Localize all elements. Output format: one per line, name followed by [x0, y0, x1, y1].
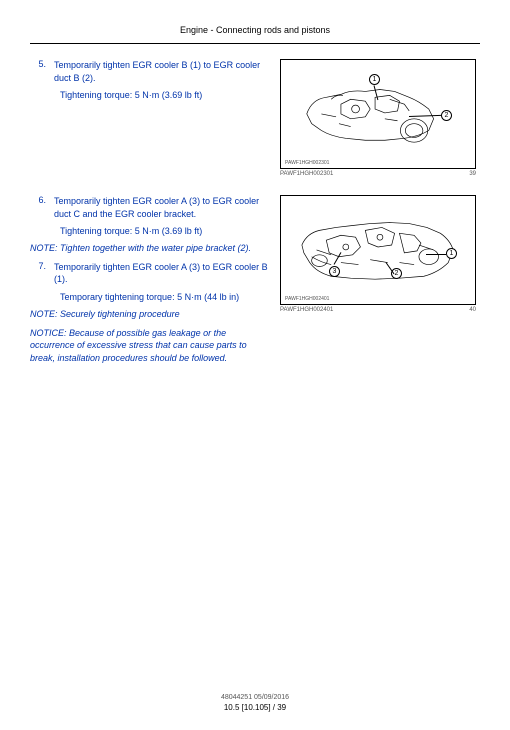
step-text: Temporarily tighten EGR cooler A (3) to …: [54, 195, 270, 220]
section-left: 5. Temporarily tighten EGR cooler B (1) …: [30, 59, 280, 177]
step-num: 5.: [30, 59, 46, 84]
note-text: Securely tightening procedure: [58, 309, 180, 319]
figure-ref-right: 39: [469, 171, 476, 177]
callout-3: 3: [329, 266, 340, 277]
engine-sketch-1: 1 2: [291, 70, 465, 150]
footer-page: 10.5 [10.105] / 39: [0, 703, 510, 712]
step-7: 7. Temporarily tighten EGR cooler A (3) …: [30, 261, 270, 286]
figure-ref: PAWF1HGH002401 40: [280, 307, 480, 313]
torque-value: Tightening torque: 5 N·m (3.69 lb ft): [60, 90, 270, 100]
note-1: NOTE: Tighten together with the water pi…: [30, 242, 270, 255]
notice: NOTICE: Because of possible gas leakage …: [30, 327, 270, 365]
note-2: NOTE: Securely tightening procedure: [30, 308, 270, 321]
figure-ref: PAWF1HGH002301 39: [280, 171, 480, 177]
step-5: 5. Temporarily tighten EGR cooler B (1) …: [30, 59, 270, 84]
figure-container-1: 1 2 PAWF1HGH002301 PAWF1HGH002301 39: [280, 59, 480, 177]
figure-caption: PAWF1HGH002301: [285, 160, 329, 166]
note-text: Tighten together with the water pipe bra…: [58, 243, 252, 253]
page-header: Engine - Connecting rods and pistons: [30, 25, 480, 35]
figure-ref-left: PAWF1HGH002401: [280, 307, 333, 313]
figure-container-2: 1 2 3 PAWF1HGH002401 PAWF1HGH002401 40: [280, 195, 480, 370]
section-step5: 5. Temporarily tighten EGR cooler B (1) …: [30, 59, 480, 177]
note-label: NOTE:: [30, 309, 58, 319]
step-6: 6. Temporarily tighten EGR cooler A (3) …: [30, 195, 270, 220]
step-text: Temporarily tighten EGR cooler A (3) to …: [54, 261, 270, 286]
notice-label: NOTICE:: [30, 328, 67, 338]
callout-line: [426, 254, 446, 255]
section-steps-6-7: 6. Temporarily tighten EGR cooler A (3) …: [30, 195, 480, 370]
figure-caption: PAWF1HGH002401: [285, 296, 329, 302]
figure-ref-right: 40: [469, 307, 476, 313]
figure-2: 1 2 3 PAWF1HGH002401: [280, 195, 476, 305]
footer-id: 48044251 05/09/2016: [0, 694, 510, 701]
step-text: Temporarily tighten EGR cooler B (1) to …: [54, 59, 270, 84]
note-label: NOTE:: [30, 243, 58, 253]
engine-sketch-2: 1 2 3: [291, 206, 465, 286]
torque-value: Temporary tightening torque: 5 N·m (44 l…: [60, 292, 270, 302]
callout-1: 1: [446, 248, 457, 259]
callout-2: 2: [441, 110, 452, 121]
torque-value: Tightening torque: 5 N·m (3.69 lb ft): [60, 226, 270, 236]
page-footer: 48044251 05/09/2016 10.5 [10.105] / 39: [0, 694, 510, 712]
callout-1: 1: [369, 74, 380, 85]
step-num: 7.: [30, 261, 46, 286]
figure-ref-left: PAWF1HGH002301: [280, 171, 333, 177]
step-num: 6.: [30, 195, 46, 220]
figure-1: 1 2 PAWF1HGH002301: [280, 59, 476, 169]
divider: [30, 43, 480, 44]
section-left: 6. Temporarily tighten EGR cooler A (3) …: [30, 195, 280, 370]
